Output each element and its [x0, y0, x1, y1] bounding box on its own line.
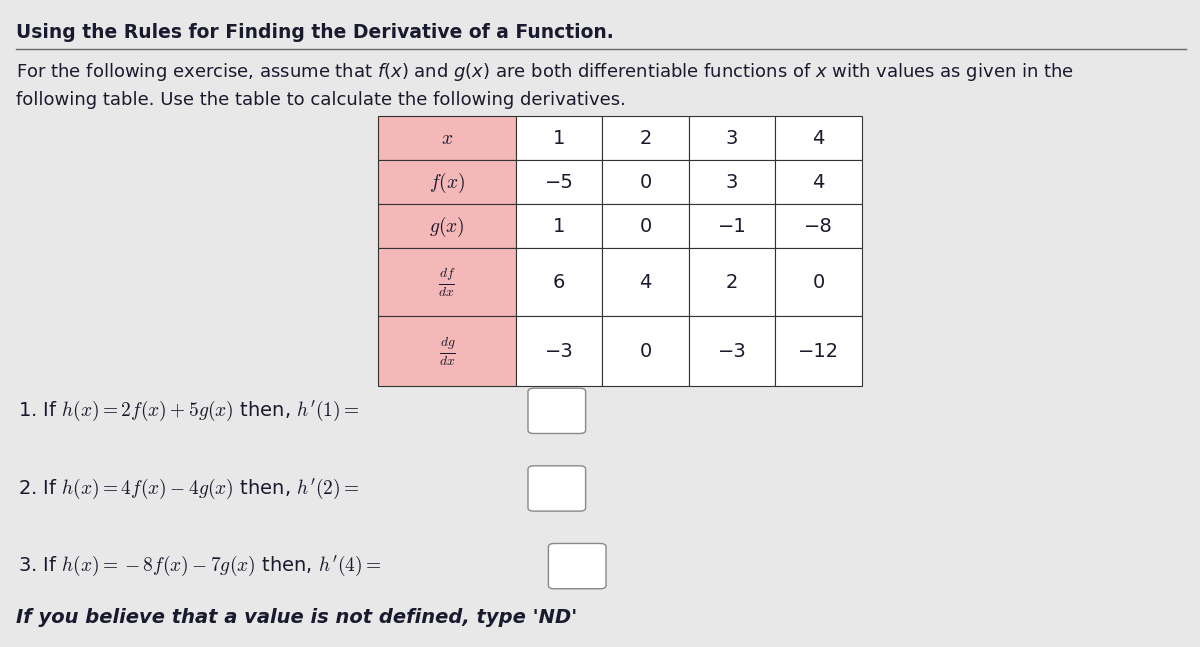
Text: 2. If $h(x) = 4f(x) - 4g(x)$ then, $h'(2) =$: 2. If $h(x) = 4f(x) - 4g(x)$ then, $h'(2… [18, 476, 360, 501]
Text: 6: 6 [553, 273, 565, 292]
Text: 1: 1 [553, 129, 565, 148]
Text: 4: 4 [812, 173, 824, 192]
Text: 0: 0 [640, 217, 652, 236]
Text: $\frac{df}{dx}$: $\frac{df}{dx}$ [438, 266, 456, 299]
Text: 2: 2 [726, 273, 738, 292]
Text: 3. If $h(x) = -8f(x) - 7g(x)$ then, $h'(4) =$: 3. If $h(x) = -8f(x) - 7g(x)$ then, $h'(… [18, 554, 382, 578]
Text: $\frac{dg}{dx}$: $\frac{dg}{dx}$ [438, 335, 456, 367]
Text: following table. Use the table to calculate the following derivatives.: following table. Use the table to calcul… [16, 91, 625, 109]
Text: $x$: $x$ [440, 129, 454, 148]
Text: 1: 1 [553, 217, 565, 236]
Text: −3: −3 [718, 342, 746, 361]
Text: 0: 0 [640, 342, 652, 361]
Text: If you believe that a value is not defined, type 'ND': If you believe that a value is not defin… [16, 608, 577, 627]
Text: −5: −5 [545, 173, 574, 192]
Text: 4: 4 [640, 273, 652, 292]
Text: 0: 0 [812, 273, 824, 292]
Text: 2: 2 [640, 129, 652, 148]
Text: 1. If $h(x) = 2f(x) + 5g(x)$ then, $h'(1) =$: 1. If $h(x) = 2f(x) + 5g(x)$ then, $h'(1… [18, 399, 360, 423]
Text: $f(x)$: $f(x)$ [430, 170, 464, 195]
Text: −1: −1 [718, 217, 746, 236]
Text: −12: −12 [798, 342, 839, 361]
Text: Using the Rules for Finding the Derivative of a Function.: Using the Rules for Finding the Derivati… [16, 23, 613, 41]
Text: 4: 4 [812, 129, 824, 148]
Text: $g(x)$: $g(x)$ [430, 214, 464, 239]
Text: 3: 3 [726, 129, 738, 148]
Text: For the following exercise, assume that $f(x)$ and $g(x)$ are both differentiabl: For the following exercise, assume that … [16, 61, 1074, 83]
Text: 3: 3 [726, 173, 738, 192]
Text: −3: −3 [545, 342, 574, 361]
Text: 0: 0 [640, 173, 652, 192]
Text: −8: −8 [804, 217, 833, 236]
